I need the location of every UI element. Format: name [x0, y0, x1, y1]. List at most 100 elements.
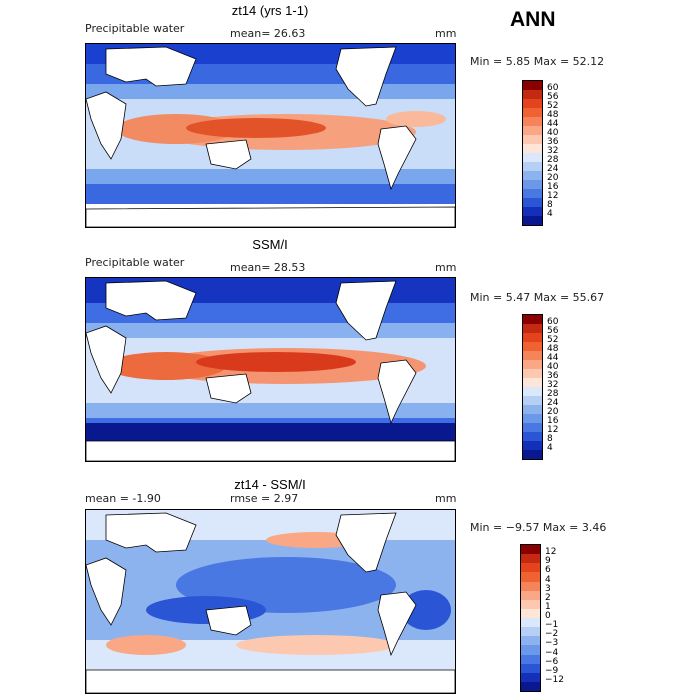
colorbar-swatch — [523, 405, 542, 414]
variable-label: Precipitable water — [85, 22, 185, 35]
panel-title: SSM/I — [252, 237, 288, 252]
colorbar-swatch — [523, 171, 542, 180]
colorbar-swatch — [521, 608, 540, 618]
colorbar-tick-label: 4 — [545, 574, 551, 585]
colorbar-tick-label: 36 — [547, 371, 559, 381]
colorbar-tick-label: 28 — [547, 389, 559, 399]
colorbar-tick-label: −6 — [545, 656, 559, 667]
colorbar-swatch — [521, 590, 540, 600]
colorbar-swatch — [523, 117, 542, 126]
min-max-label: Min = 5.85 Max = 52.12 — [470, 55, 605, 68]
map-model — [85, 43, 456, 228]
colorbar-labels: 12 9 6 4 3 2 1 0 −1 −2 −3 −4 −6 −9 −12 — [545, 544, 585, 690]
colorbar-swatch — [521, 663, 540, 673]
colorbar — [522, 80, 543, 226]
colorbar-tick-label: 2 — [545, 592, 551, 603]
colorbar-tick-label: 52 — [547, 335, 559, 345]
colorbar-swatch — [523, 396, 542, 405]
colorbar-swatch — [523, 423, 542, 432]
colorbar-swatch — [523, 162, 542, 171]
colorbar-swatch — [521, 627, 540, 637]
colorbar-swatch — [521, 545, 540, 555]
colorbar-swatch — [521, 581, 540, 591]
colorbar-swatch — [523, 450, 542, 459]
colorbar-swatch — [523, 81, 542, 90]
colorbar-tick-label: 32 — [547, 146, 559, 156]
colorbar-tick-label: 4 — [547, 443, 553, 453]
colorbar-swatch — [521, 572, 540, 582]
colorbar-tick-label: 12 — [545, 547, 557, 558]
colorbar-tick-label: 16 — [547, 182, 559, 192]
colorbar-tick-label: 44 — [547, 119, 559, 129]
colorbar-tick-label: 8 — [547, 200, 553, 210]
colorbar-swatch — [521, 681, 540, 691]
colorbar-tick-label: 44 — [547, 353, 559, 363]
colorbar-tick-label: 20 — [547, 407, 559, 417]
map-difference — [85, 509, 456, 694]
colorbar-swatch — [521, 654, 540, 664]
colorbar-tick-label: 52 — [547, 101, 559, 111]
colorbar-labels: 60 56 52 48 44 40 36 32 28 24 20 16 12 8 4 — [547, 80, 587, 224]
colorbar-tick-label: −9 — [545, 665, 559, 676]
colorbar-tick-label: 1 — [545, 601, 551, 612]
colorbar-labels: 60 56 52 48 44 40 36 32 28 24 20 16 12 8 4 — [547, 314, 587, 458]
colorbar-swatch — [523, 207, 542, 216]
colorbar-swatch — [523, 99, 542, 108]
colorbar-tick-label: 56 — [547, 92, 559, 102]
colorbar-swatch — [523, 90, 542, 99]
colorbar-tick-label: 32 — [547, 380, 559, 390]
colorbar-tick-label: 4 — [547, 209, 553, 219]
colorbar — [522, 314, 543, 460]
panel-title: zt14 - SSM/I — [234, 477, 306, 492]
colorbar-tick-label: −4 — [545, 647, 559, 658]
colorbar-swatch — [523, 324, 542, 333]
season-label: ANN — [510, 8, 556, 31]
colorbar-swatch — [523, 342, 542, 351]
colorbar-swatch — [521, 636, 540, 646]
unit-label: mm — [435, 261, 457, 274]
colorbar-swatch — [523, 216, 542, 225]
colorbar-swatch — [521, 554, 540, 564]
mean-label: mean= 26.63 — [230, 27, 306, 40]
min-max-label: Min = −9.57 Max = 3.46 — [470, 521, 607, 534]
unit-label: mm — [435, 27, 457, 40]
colorbar-swatch — [523, 378, 542, 387]
colorbar-tick-label: 24 — [547, 398, 559, 408]
colorbar-swatch — [523, 369, 542, 378]
colorbar-tick-label: 60 — [547, 83, 559, 93]
colorbar-tick-label: 16 — [547, 416, 559, 426]
colorbar-tick-label: 20 — [547, 173, 559, 183]
colorbar-tick-label: 8 — [547, 434, 553, 444]
rmse-label: rmse = 2.97 — [230, 492, 299, 505]
colorbar-swatch — [523, 387, 542, 396]
colorbar-tick-label: 60 — [547, 317, 559, 327]
colorbar-swatch — [523, 126, 542, 135]
colorbar-tick-label: 9 — [545, 556, 551, 567]
colorbar-tick-label: 36 — [547, 137, 559, 147]
colorbar-tick-label: 40 — [547, 362, 559, 372]
colorbar-tick-label: −12 — [545, 674, 564, 685]
colorbar-swatch — [521, 645, 540, 655]
colorbar-swatch — [523, 153, 542, 162]
colorbar — [520, 544, 541, 692]
colorbar-tick-label: 24 — [547, 164, 559, 174]
colorbar-swatch — [521, 672, 540, 682]
colorbar-swatch — [521, 599, 540, 609]
mean-label: mean= 28.53 — [230, 261, 306, 274]
colorbar-tick-label: 56 — [547, 326, 559, 336]
colorbar-swatch — [523, 333, 542, 342]
colorbar-tick-label: −2 — [545, 629, 559, 640]
colorbar-tick-label: 3 — [545, 583, 551, 594]
colorbar-tick-label: 28 — [547, 155, 559, 165]
colorbar-tick-label: 12 — [547, 425, 559, 435]
colorbar-tick-label: 12 — [547, 191, 559, 201]
panel-title: zt14 (yrs 1-1) — [231, 3, 309, 18]
map-observed — [85, 277, 456, 462]
colorbar-swatch — [523, 441, 542, 450]
variable-label: Precipitable water — [85, 256, 185, 269]
colorbar-swatch — [523, 135, 542, 144]
mean-label: mean = -1.90 — [85, 492, 161, 505]
colorbar-swatch — [523, 360, 542, 369]
colorbar-tick-label: 40 — [547, 128, 559, 138]
colorbar-swatch — [523, 180, 542, 189]
